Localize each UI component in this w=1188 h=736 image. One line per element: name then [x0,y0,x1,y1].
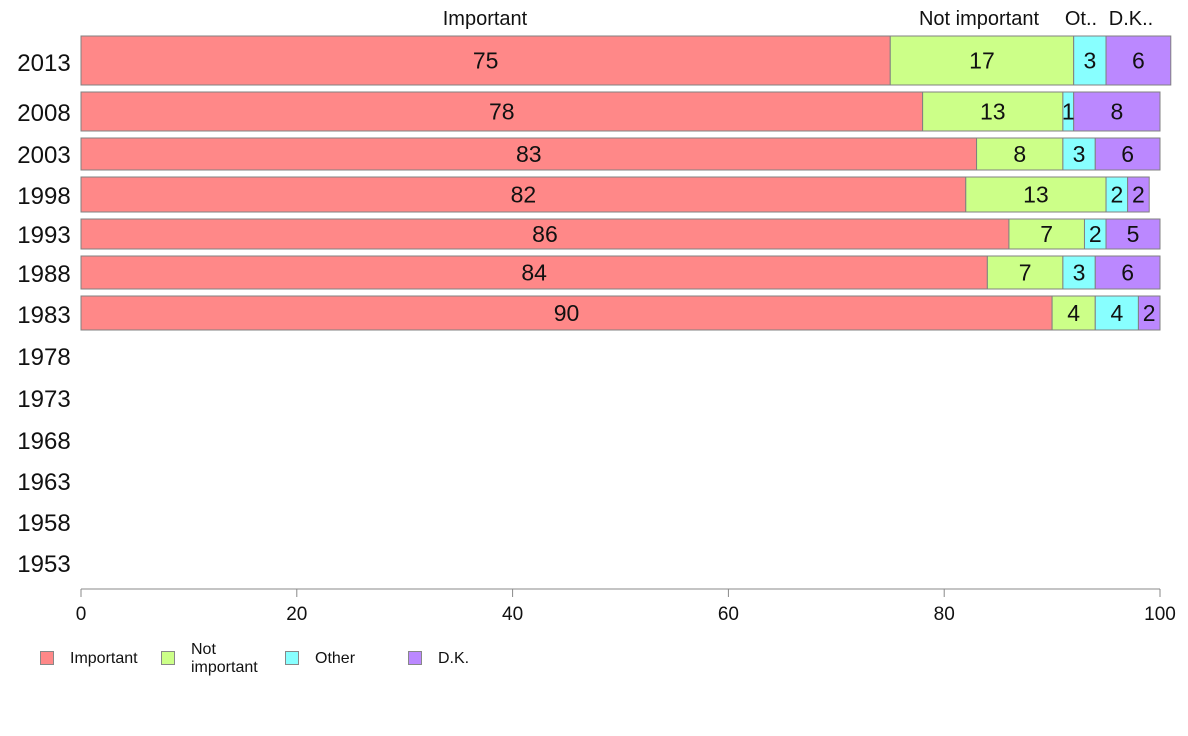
legend-label-dk: D.K. [438,650,470,667]
legend-item-important: Important [40,640,161,668]
y-tick-label-1958: 1958 [17,510,70,537]
y-axis-labels: 2013 2008 2003 1998 1993 1988 1983 1978 1973 1968… [17,50,70,578]
data-label-important-2013: 75 [473,48,499,74]
bar-not-important-1993 [1008,218,1085,250]
y-tick-label-1998: 1998 [17,183,70,210]
y-tick-label-2013: 2013 [17,50,70,77]
bar-value-labels: 75 17 3 678 13 1 883 8 3 682 13 2 286 7 2 584 7 3 690 4 4 2 [473,48,1156,327]
legend-label-not-important-line2: important [191,659,258,676]
data-label-not-important-1993: 7 [1040,221,1053,247]
bar-other-2013 [1073,35,1107,86]
bar-not-important-2013 [889,35,1075,86]
x-tick-label-60: 60 [718,604,739,625]
data-label-important-1998: 82 [511,182,537,208]
data-label-d-k-2003: 6 [1121,141,1134,167]
data-label-important-1988: 84 [521,260,547,286]
bar-important-2003 [80,137,978,171]
bar-important-1983 [80,295,1053,331]
data-label-not-important-2003: 8 [1013,141,1026,167]
top-label-d-k: D.K.. [1109,8,1153,30]
bar-d-k-1983 [1137,295,1161,331]
data-label-d-k-1983: 2 [1143,300,1156,326]
data-label-other-2003: 3 [1073,141,1086,167]
data-label-not-important-2013: 17 [969,48,995,74]
legend-swatch-important [40,651,54,665]
bar-important-1998 [80,176,967,213]
data-label-important-1983: 90 [554,300,580,326]
bar-d-k-1998 [1127,176,1150,213]
x-tick-label-20: 20 [286,604,307,625]
data-label-d-k-1998: 2 [1132,182,1145,208]
data-label-not-important-1983: 4 [1067,300,1080,326]
y-tick-label-2003: 2003 [17,142,70,169]
data-label-d-k-1993: 5 [1127,221,1140,247]
legend: Important Not important Other D.K. [40,640,469,677]
top-column-labels: Important Not important Ot.. D.K.. [443,8,1153,30]
legend-label-not-important: Not important [191,641,273,677]
top-label-important: Important [443,8,528,30]
legend-label-important: Important [70,650,138,667]
stacked-bar-chart: Important Not important Ot.. D.K.. 75 17 3 678… [17,8,1176,625]
bar-important-2008 [80,91,924,132]
legend-label-other: Other [315,650,356,667]
y-tick-label-1993: 1993 [17,222,70,249]
data-label-other-1988: 3 [1073,260,1086,286]
bar-not-important-2003 [976,137,1064,171]
bar-important-2013 [80,35,891,86]
x-tick-label-100: 100 [1144,604,1176,625]
y-tick-label-1978: 1978 [17,344,70,371]
y-tick-label-1963: 1963 [17,469,70,496]
x-axis: 0 20 40 60 80 100 [76,588,1176,625]
legend-item-other: Other [285,640,408,668]
legend-item-dk: D.K. [408,640,469,668]
y-tick-label-1968: 1968 [17,428,70,455]
data-label-important-2003: 83 [516,141,542,167]
y-tick-label-1973: 1973 [17,386,70,413]
y-tick-label-1983: 1983 [17,302,70,329]
data-label-important-1993: 86 [532,221,558,247]
data-label-important-2008: 78 [489,99,515,125]
legend-item-not-important: Not important [161,640,285,677]
bar-d-k-1988 [1094,255,1161,290]
bar-not-important-1988 [986,255,1064,290]
y-tick-label-1988: 1988 [17,261,70,288]
data-label-d-k-2013: 6 [1132,48,1145,74]
bar-d-k-2013 [1105,35,1172,86]
data-label-not-important-2008: 13 [980,99,1006,125]
y-tick-label-1953: 1953 [17,551,70,578]
data-label-other-1998: 2 [1110,182,1123,208]
legend-swatch-dk [408,651,422,665]
legend-swatch-other [285,651,299,665]
data-label-other-2008: 1 [1062,99,1075,125]
top-label-not-important: Not important [919,8,1039,30]
x-tick-label-0: 0 [76,604,87,625]
data-label-other-1993: 2 [1089,221,1102,247]
bar-other-1988 [1062,255,1096,290]
bar-d-k-2008 [1073,91,1161,132]
bar-not-important-1998 [965,176,1107,213]
legend-swatch-not-important [161,651,175,665]
x-tick-label-40: 40 [502,604,523,625]
data-label-not-important-1988: 7 [1019,260,1032,286]
data-label-not-important-1998: 13 [1023,182,1049,208]
bar-not-important-1983 [1051,295,1096,331]
legend-label-not-important-line1: Not [191,641,216,658]
bar-not-important-2008 [922,91,1064,132]
bar-important-1993 [80,218,1010,250]
x-tick-label-80: 80 [934,604,955,625]
data-label-d-k-2008: 8 [1110,99,1123,125]
data-label-d-k-1988: 6 [1121,260,1134,286]
bars-group [80,35,1172,331]
data-label-other-1983: 4 [1110,300,1123,326]
data-label-other-2013: 3 [1083,48,1096,74]
bar-d-k-2003 [1094,137,1161,171]
y-tick-label-2008: 2008 [17,100,70,127]
top-label-ot: Ot.. [1065,8,1097,30]
bar-d-k-1993 [1105,218,1161,250]
bar-other-2003 [1062,137,1096,171]
